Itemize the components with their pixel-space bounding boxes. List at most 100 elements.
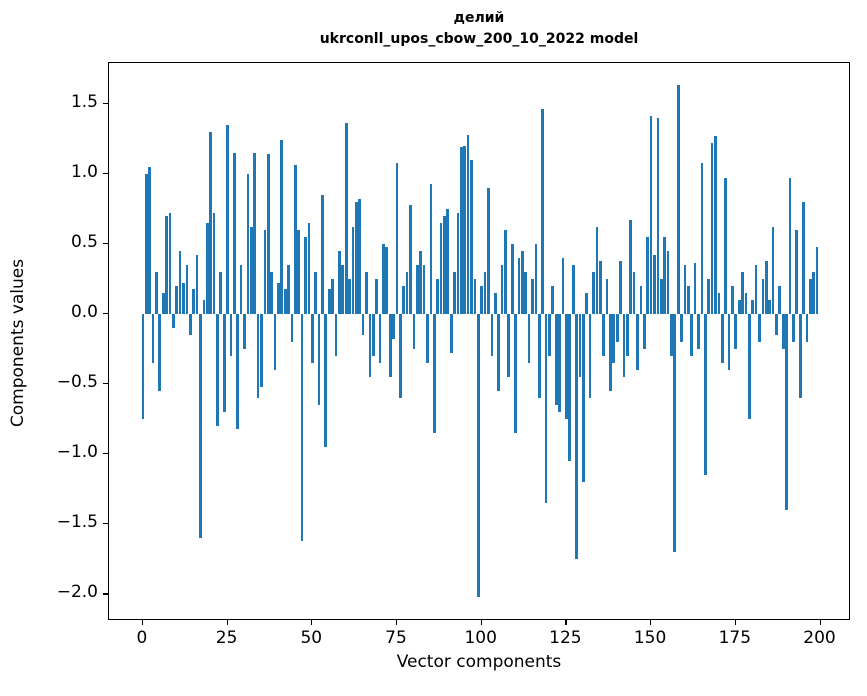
bar <box>710 142 714 314</box>
bar <box>731 285 734 314</box>
bar <box>521 250 524 314</box>
bar <box>236 313 240 429</box>
bar <box>761 278 765 314</box>
bar <box>575 313 578 560</box>
bar <box>554 313 558 406</box>
bar <box>456 213 460 314</box>
bar <box>676 85 680 314</box>
bar <box>788 177 792 314</box>
bar <box>598 260 602 314</box>
bar <box>792 313 795 342</box>
bar <box>537 313 541 399</box>
bar <box>300 313 304 542</box>
bar <box>639 285 643 314</box>
bar <box>571 264 575 314</box>
bar <box>426 313 429 364</box>
bar <box>144 173 148 314</box>
bar <box>443 215 446 314</box>
bar <box>642 313 646 349</box>
bar <box>581 313 585 483</box>
bar <box>703 313 707 476</box>
x-tick-label: 0 <box>136 628 148 648</box>
bar <box>480 285 484 314</box>
bar <box>239 264 243 314</box>
x-tick-mark <box>226 620 228 625</box>
bar <box>656 117 660 314</box>
bar <box>219 271 223 314</box>
bar <box>737 299 741 314</box>
bar <box>588 313 592 399</box>
bar-series <box>109 63 849 619</box>
bar <box>314 271 317 314</box>
bar <box>338 250 341 314</box>
bar <box>327 288 331 314</box>
bar <box>812 271 816 314</box>
x-tick-mark <box>650 620 652 625</box>
bar <box>683 264 687 314</box>
bar <box>256 313 260 399</box>
bar <box>368 313 372 378</box>
bar <box>585 292 589 314</box>
bar <box>510 243 514 314</box>
bar <box>449 313 453 354</box>
y-tick-mark <box>103 383 108 385</box>
bar <box>693 263 697 314</box>
bar <box>720 313 724 364</box>
bar <box>358 198 362 314</box>
bar <box>402 285 406 314</box>
bar <box>371 313 375 356</box>
bar <box>527 313 531 364</box>
x-tick-mark <box>311 620 313 625</box>
bar <box>175 285 179 314</box>
bar <box>348 278 351 314</box>
bar <box>453 271 456 314</box>
bar <box>324 313 328 448</box>
bar <box>422 264 426 314</box>
bar <box>517 257 521 314</box>
bar <box>161 292 165 314</box>
bar <box>697 313 700 349</box>
bar <box>263 229 267 314</box>
bar <box>815 246 819 314</box>
bar <box>382 243 385 314</box>
bar <box>195 255 199 314</box>
bar <box>141 313 145 420</box>
bar <box>626 313 629 356</box>
bar <box>432 313 436 434</box>
bar <box>409 204 412 314</box>
x-tick-label: 175 <box>718 628 752 648</box>
bar <box>293 165 297 314</box>
bar <box>388 313 392 378</box>
bar <box>561 257 565 314</box>
bar <box>808 278 812 314</box>
bar <box>365 271 368 314</box>
x-tick-mark <box>819 620 821 625</box>
bar <box>514 313 517 434</box>
bar <box>182 283 185 314</box>
bar <box>209 131 212 314</box>
bar <box>222 313 226 413</box>
bar <box>270 271 273 314</box>
bar <box>351 227 355 314</box>
x-tick-label: 125 <box>549 628 582 648</box>
x-tick-mark <box>141 620 144 625</box>
bar <box>629 220 633 314</box>
bar <box>649 116 653 314</box>
bar <box>148 166 151 314</box>
bar <box>758 313 761 342</box>
chart-title-line2: ukrconll_upos_cbow_200_10_2022 model <box>319 31 639 47</box>
y-tick-label: 1.5 <box>70 91 98 112</box>
bar <box>165 215 168 314</box>
bar <box>405 271 409 314</box>
x-tick-mark <box>734 620 736 625</box>
y-tick-label: −0.5 <box>56 372 98 393</box>
bar <box>663 236 666 314</box>
bar <box>636 313 639 371</box>
bar <box>670 313 673 356</box>
bar <box>273 313 277 371</box>
bar <box>605 278 609 314</box>
chart-title: делий ukrconll_upos_cbow_200_10_2022 mod… <box>108 8 850 50</box>
bar <box>700 162 704 314</box>
bar <box>378 313 382 364</box>
bar <box>778 285 782 314</box>
